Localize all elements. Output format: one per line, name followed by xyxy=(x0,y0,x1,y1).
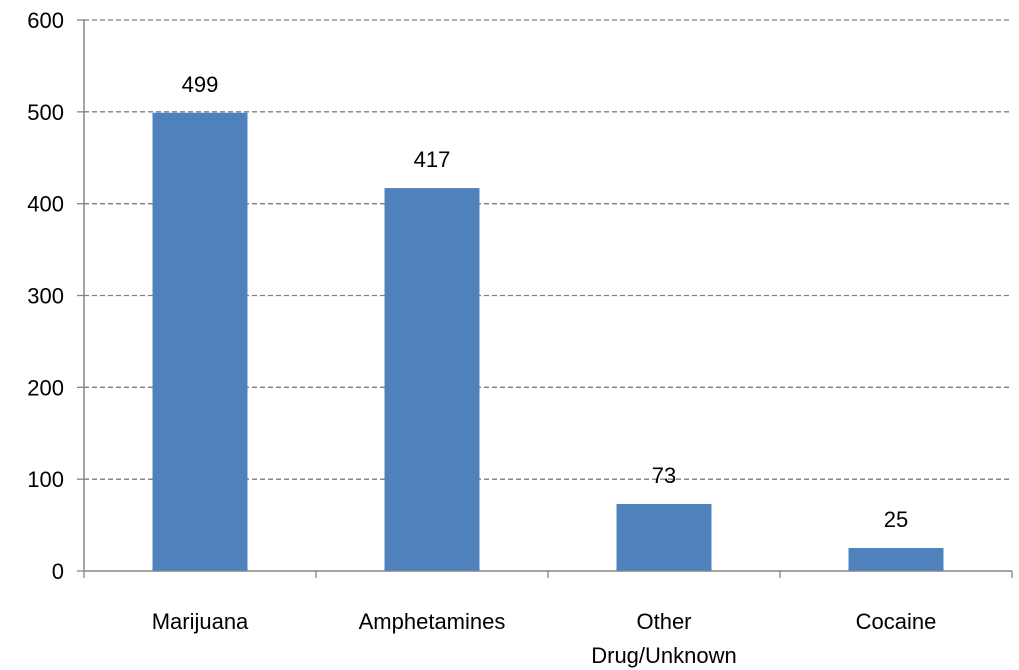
y-tick-label: 500 xyxy=(27,100,64,125)
bar xyxy=(152,112,248,572)
bar xyxy=(616,503,712,571)
bar xyxy=(384,188,480,571)
y-tick-label: 0 xyxy=(52,559,64,584)
data-label: 417 xyxy=(414,147,451,172)
bar xyxy=(848,548,944,571)
data-label: 73 xyxy=(652,463,676,488)
data-label: 25 xyxy=(884,507,908,532)
x-category-label: Other xyxy=(636,609,691,634)
y-tick-label: 100 xyxy=(27,467,64,492)
y-tick-label: 300 xyxy=(27,284,64,309)
axes xyxy=(77,19,1013,578)
data-label: 499 xyxy=(182,72,219,97)
x-category-label: Amphetamines xyxy=(359,609,506,634)
bars xyxy=(152,112,944,572)
y-tick-label: 400 xyxy=(27,192,64,217)
x-category-label: Cocaine xyxy=(856,609,937,634)
labels: 0 100 200 300 400 500 600 499 Marijuana 417 Amphet… xyxy=(27,8,936,668)
y-tick-label: 600 xyxy=(27,8,64,33)
y-tick-label: 200 xyxy=(27,375,64,400)
x-category-label: Drug/Unknown xyxy=(591,643,737,668)
x-category-label: Marijuana xyxy=(152,609,249,634)
